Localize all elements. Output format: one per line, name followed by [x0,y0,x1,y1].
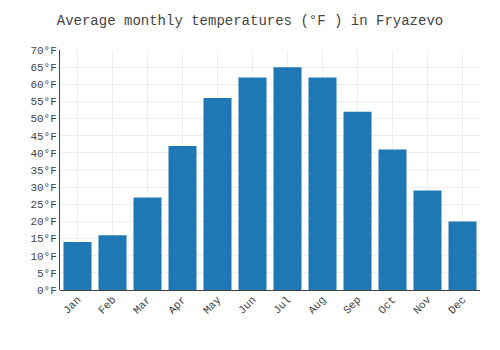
svg-text:50°F: 50°F [30,113,56,125]
svg-text:40°F: 40°F [30,148,56,160]
svg-text:Apr: Apr [166,294,188,316]
svg-text:Aug: Aug [306,294,328,316]
svg-text:Nov: Nov [411,294,434,317]
svg-text:10°F: 10°F [30,251,56,263]
svg-text:Dec: Dec [446,294,468,316]
svg-text:5°F: 5°F [37,268,57,280]
svg-text:Oct: Oct [376,294,398,316]
svg-text:30°F: 30°F [30,182,56,194]
svg-text:60°F: 60°F [30,79,56,91]
svg-text:55°F: 55°F [30,96,56,108]
svg-text:25°F: 25°F [30,199,56,211]
svg-text:Average monthly temperatures (: Average monthly temperatures (°F ) in Fr… [57,13,443,29]
svg-text:Jan: Jan [61,294,83,316]
svg-text:45°F: 45°F [30,131,56,143]
svg-text:0°F: 0°F [37,285,57,297]
svg-text:Feb: Feb [96,294,118,316]
svg-text:15°F: 15°F [30,233,56,245]
svg-text:Sep: Sep [341,294,363,316]
svg-text:70°F: 70°F [30,45,56,57]
svg-text:20°F: 20°F [30,216,56,228]
svg-text:Mar: Mar [131,294,153,316]
svg-text:Jun: Jun [236,294,258,316]
svg-text:Jul: Jul [271,294,293,316]
svg-text:35°F: 35°F [30,165,56,177]
svg-text:65°F: 65°F [30,62,56,74]
svg-text:May: May [201,294,224,317]
